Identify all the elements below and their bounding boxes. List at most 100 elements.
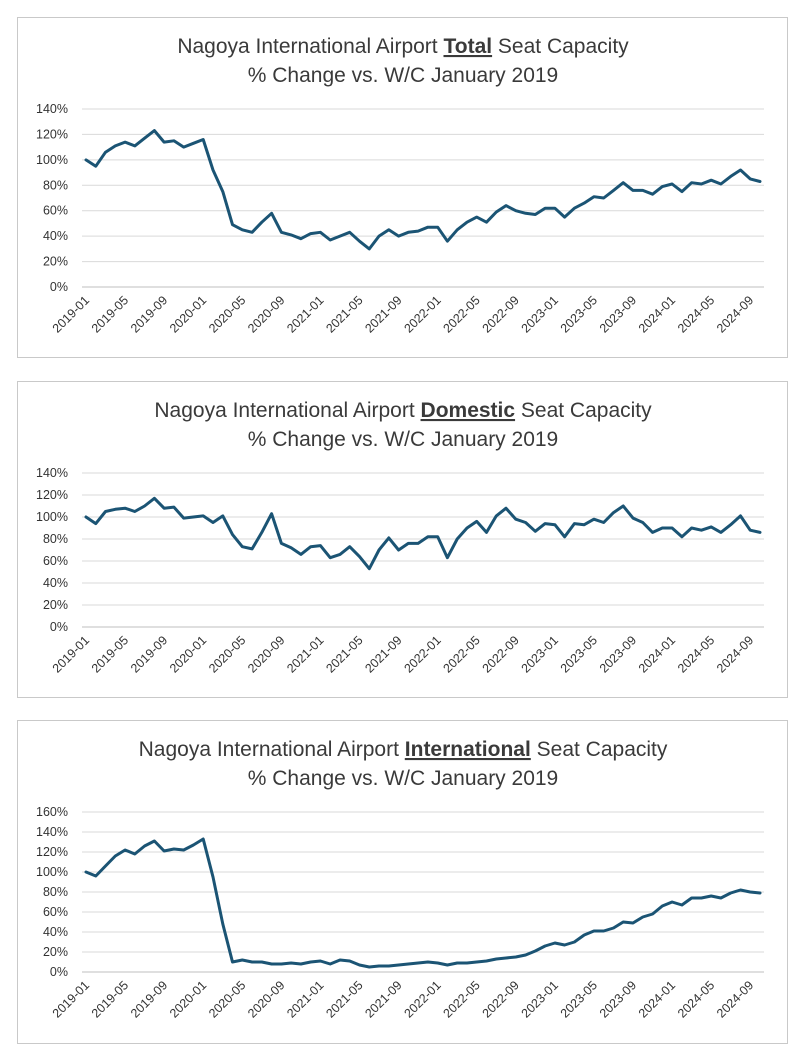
x-tick-label: 2023-09 xyxy=(597,633,639,675)
y-tick-label: 80% xyxy=(43,178,68,192)
x-tick-label: 2019-01 xyxy=(50,978,92,1020)
chart-svg-total: Nagoya International Airport Total Seat … xyxy=(36,35,764,336)
y-tick-label: 100% xyxy=(36,865,68,879)
chart-subtitle-total: % Change vs. W/C January 2019 xyxy=(248,64,559,87)
chart-title-suffix: Seat Capacity xyxy=(531,738,668,761)
x-tick-label: 2019-09 xyxy=(128,978,170,1020)
chart-title-emphasis: International xyxy=(405,738,531,761)
x-tick-label: 2020-05 xyxy=(206,293,248,335)
chart-title-prefix: Nagoya International Airport xyxy=(154,399,420,422)
x-tick-label: 2022-09 xyxy=(480,293,522,335)
y-tick-label: 60% xyxy=(43,204,68,218)
y-tick-label: 0% xyxy=(50,280,68,294)
x-tick-label: 2023-01 xyxy=(519,633,561,675)
y-tick-label: 140% xyxy=(36,466,68,480)
y-tick-label: 100% xyxy=(36,153,68,167)
x-tick-label: 2020-05 xyxy=(206,978,248,1020)
x-tick-label: 2023-09 xyxy=(597,293,639,335)
y-tick-label: 60% xyxy=(43,905,68,919)
x-tick-label: 2019-01 xyxy=(50,293,92,335)
chart-subtitle-international: % Change vs. W/C January 2019 xyxy=(248,767,559,790)
y-tick-label: 120% xyxy=(36,127,68,141)
chart-title-domestic: Nagoya International Airport Domestic Se… xyxy=(154,399,652,422)
chart-svg-domestic: Nagoya International Airport Domestic Se… xyxy=(36,399,764,676)
x-tick-label: 2024-01 xyxy=(636,978,678,1020)
y-tick-label: 40% xyxy=(43,229,68,243)
x-tick-label: 2023-09 xyxy=(597,978,639,1020)
x-tick-label: 2020-09 xyxy=(245,293,287,335)
series-line-international xyxy=(84,837,762,969)
chart-title-suffix: Seat Capacity xyxy=(492,35,629,58)
y-tick-label: 20% xyxy=(43,945,68,959)
y-tick-label: 0% xyxy=(50,965,68,979)
y-tick-label: 80% xyxy=(43,885,68,899)
x-tick-label: 2019-09 xyxy=(128,293,170,335)
x-tick-label: 2022-05 xyxy=(441,293,483,335)
x-tick-label: 2023-05 xyxy=(558,293,600,335)
x-tick-label: 2021-09 xyxy=(362,293,404,335)
x-tick-label: 2021-01 xyxy=(284,978,326,1020)
x-tick-label: 2022-09 xyxy=(480,978,522,1020)
x-tick-label: 2023-01 xyxy=(519,978,561,1020)
chart-panel-domestic: Nagoya International Airport Domestic Se… xyxy=(17,381,788,698)
chart-panel-international: Nagoya International Airport Internation… xyxy=(17,720,788,1044)
chart-title-emphasis: Domestic xyxy=(421,399,516,422)
x-tick-label: 2019-05 xyxy=(89,633,131,675)
x-tick-label: 2024-01 xyxy=(636,293,678,335)
x-tick-label: 2022-05 xyxy=(441,633,483,675)
chart-title-emphasis: Total xyxy=(443,35,492,58)
chart-title-prefix: Nagoya International Airport xyxy=(139,738,405,761)
chart-title-prefix: Nagoya International Airport xyxy=(177,35,443,58)
x-tick-label: 2021-05 xyxy=(323,633,365,675)
x-tick-label: 2020-09 xyxy=(245,978,287,1020)
x-tick-label: 2024-09 xyxy=(714,978,756,1020)
x-tick-label: 2019-01 xyxy=(50,633,92,675)
x-tick-label: 2024-05 xyxy=(675,633,717,675)
x-tick-label: 2019-05 xyxy=(89,293,131,335)
x-tick-label: 2019-05 xyxy=(89,978,131,1020)
chart-title-international: Nagoya International Airport Internation… xyxy=(139,738,668,761)
x-tick-label: 2020-09 xyxy=(245,633,287,675)
x-tick-label: 2020-05 xyxy=(206,633,248,675)
y-tick-label: 80% xyxy=(43,532,68,546)
y-tick-label: 120% xyxy=(36,845,68,859)
y-tick-label: 20% xyxy=(43,598,68,612)
x-tick-label: 2022-01 xyxy=(401,978,443,1020)
y-tick-label: 140% xyxy=(36,102,68,116)
x-tick-label: 2020-01 xyxy=(167,293,209,335)
x-tick-label: 2024-09 xyxy=(714,293,756,335)
x-tick-label: 2021-09 xyxy=(362,633,404,675)
series-line-domestic xyxy=(84,496,762,571)
x-tick-label: 2023-05 xyxy=(558,978,600,1020)
x-tick-label: 2021-05 xyxy=(323,293,365,335)
x-tick-label: 2020-01 xyxy=(167,978,209,1020)
y-tick-label: 20% xyxy=(43,255,68,269)
x-tick-label: 2021-01 xyxy=(284,633,326,675)
x-tick-label: 2024-09 xyxy=(714,633,756,675)
y-tick-label: 40% xyxy=(43,576,68,590)
x-tick-label: 2024-05 xyxy=(675,978,717,1020)
y-tick-label: 60% xyxy=(43,554,68,568)
chart-title-suffix: Seat Capacity xyxy=(515,399,652,422)
x-tick-label: 2019-09 xyxy=(128,633,170,675)
x-tick-label: 2022-01 xyxy=(401,633,443,675)
chart-subtitle-domestic: % Change vs. W/C January 2019 xyxy=(248,428,559,451)
y-tick-label: 40% xyxy=(43,925,68,939)
y-tick-label: 140% xyxy=(36,825,68,839)
y-tick-label: 100% xyxy=(36,510,68,524)
series-line-total xyxy=(84,129,762,251)
chart-svg-international: Nagoya International Airport Internation… xyxy=(36,738,764,1021)
x-tick-label: 2022-01 xyxy=(401,293,443,335)
x-tick-label: 2024-01 xyxy=(636,633,678,675)
x-tick-label: 2022-05 xyxy=(441,978,483,1020)
x-tick-label: 2023-01 xyxy=(519,293,561,335)
chart-title-total: Nagoya International Airport Total Seat … xyxy=(177,35,629,58)
y-tick-label: 160% xyxy=(36,805,68,819)
y-tick-label: 0% xyxy=(50,620,68,634)
chart-panel-total: Nagoya International Airport Total Seat … xyxy=(17,17,788,358)
x-tick-label: 2021-01 xyxy=(284,293,326,335)
x-tick-label: 2021-05 xyxy=(323,978,365,1020)
x-tick-label: 2023-05 xyxy=(558,633,600,675)
y-tick-label: 120% xyxy=(36,488,68,502)
x-tick-label: 2021-09 xyxy=(362,978,404,1020)
